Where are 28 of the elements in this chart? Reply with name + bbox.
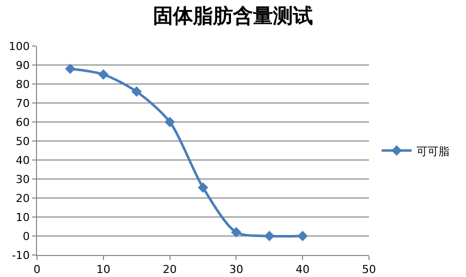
y-tick-label: 100 — [8, 40, 30, 53]
x-tick-label: 50 — [362, 263, 376, 276]
y-tick-label: 90 — [16, 58, 30, 72]
point — [297, 230, 308, 242]
x-tick-label: 20 — [162, 263, 177, 276]
y-tick-label: 30 — [16, 172, 30, 186]
point — [98, 69, 109, 80]
x-tick-label: 10 — [96, 263, 110, 276]
chart-title: 固体脂肪含量测试 — [153, 3, 313, 28]
y-tick-label: 20 — [16, 192, 30, 205]
point — [131, 86, 142, 97]
y-tick-label: 0 — [22, 230, 30, 243]
point — [264, 230, 275, 242]
point — [231, 227, 242, 238]
point — [198, 182, 208, 193]
y-tick-label: 60 — [16, 116, 30, 129]
y-tick-label: 70 — [16, 96, 30, 110]
y-tick-label: 10 — [16, 210, 30, 224]
y-tick-label: 40 — [16, 154, 30, 167]
x-tick-label: 0 — [34, 263, 40, 276]
point — [65, 64, 76, 74]
y-tick-label: -10 — [12, 248, 30, 262]
y-tick-label: 80 — [16, 78, 30, 91]
x-tick-label: 30 — [229, 263, 244, 276]
y-tick-label: 50 — [16, 134, 30, 148]
point — [164, 116, 175, 128]
x-tick-label: 40 — [296, 263, 310, 276]
legend-label: 可可脂 — [416, 144, 450, 158]
